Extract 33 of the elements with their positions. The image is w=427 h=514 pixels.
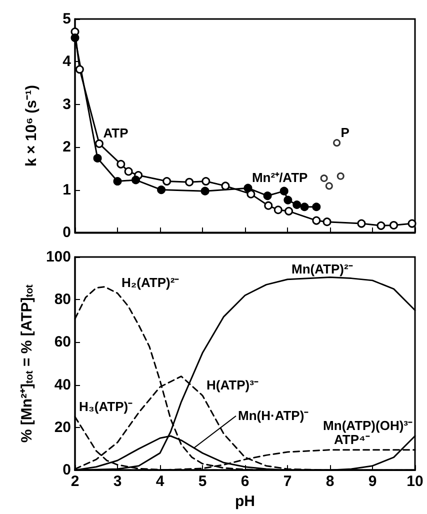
annotation: H₃(ATP)⁻ bbox=[79, 398, 134, 414]
annotation: Mn(H·ATP)⁻ bbox=[238, 408, 310, 423]
x-tick-label: 10 bbox=[406, 473, 424, 490]
annotation: P bbox=[340, 124, 350, 140]
y-tick-label: 2 bbox=[62, 138, 71, 156]
y-tick-label: 60 bbox=[54, 334, 71, 351]
y-tick-label: 40 bbox=[54, 376, 71, 394]
x-tick-label: 3 bbox=[113, 473, 122, 490]
annotation: H(ATP)³⁻ bbox=[206, 378, 259, 393]
y-axis-title: k × 10⁶ (s⁻¹) bbox=[23, 84, 40, 167]
annotation: ATP⁴⁻ bbox=[334, 432, 370, 447]
y-tick-label: 5 bbox=[62, 10, 71, 28]
y-axis-title: % [Mn²⁺]tot = % [ATP]tot bbox=[18, 284, 36, 443]
y-tick-label: 0 bbox=[62, 224, 71, 241]
annotation: Mn(ATP)(OH)³⁻ bbox=[323, 418, 413, 434]
y-tick-label: 20 bbox=[54, 418, 71, 436]
y-tick-label: 4 bbox=[62, 53, 72, 70]
x-axis-title: pH bbox=[235, 493, 255, 510]
x-tick-label: 8 bbox=[326, 473, 334, 490]
y-tick-label: 80 bbox=[54, 291, 71, 308]
y-tick-label: 1 bbox=[62, 181, 71, 198]
annotation: H₂(ATP)²⁻ bbox=[122, 275, 180, 290]
x-tick-label: 4 bbox=[156, 473, 165, 490]
annotation: Mn(ATP)²⁻ bbox=[292, 261, 354, 276]
y-tick-label: 3 bbox=[62, 96, 71, 113]
x-tick-label: 5 bbox=[198, 473, 207, 490]
x-tick-label: 9 bbox=[368, 473, 377, 490]
y-tick-label: 100 bbox=[46, 248, 71, 266]
annotation: ATP bbox=[103, 126, 129, 141]
annotation: Mn²⁺/ATP bbox=[252, 170, 308, 186]
y-tick-label: 0 bbox=[62, 462, 71, 479]
x-tick-label: 7 bbox=[283, 473, 292, 490]
x-tick-label: 6 bbox=[240, 473, 250, 490]
